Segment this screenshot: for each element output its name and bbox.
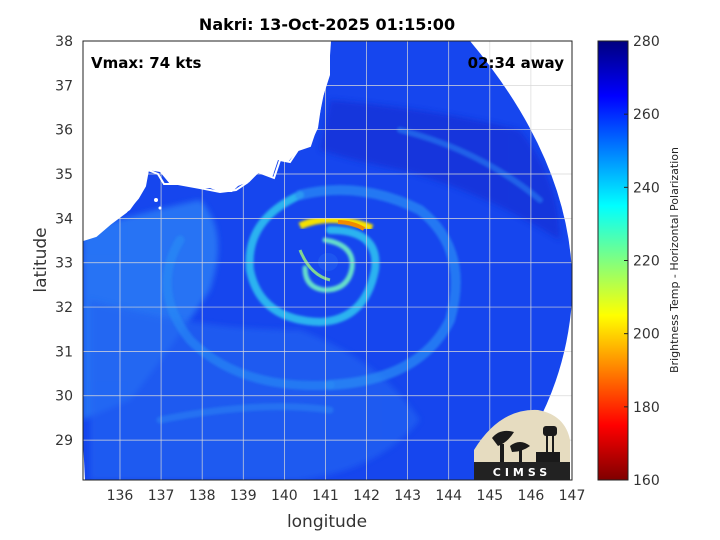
satellite-dish-icon [492, 430, 514, 446]
x-tick-label: 141 [312, 488, 339, 504]
x-tick-label: 145 [476, 488, 503, 504]
cimss-logo: CIMSS [474, 409, 570, 480]
land-mass [83, 41, 330, 240]
swath-cold-band [320, 100, 560, 240]
vmax-label: Vmax: 74 kts [91, 54, 201, 72]
colorbar-gradient [597, 40, 629, 481]
island [158, 206, 162, 210]
x-tick-label: 136 [107, 488, 134, 504]
colorbar-tick-label: 240 [633, 180, 660, 196]
y-tick-label: 37 [55, 78, 73, 94]
y-tick-label: 31 [55, 344, 73, 360]
x-tick-label: 146 [518, 488, 545, 504]
x-tick-label: 139 [230, 488, 257, 504]
figure-title: Nakri: 13-Oct-2025 01:15:00 [199, 15, 455, 34]
island [154, 198, 158, 202]
x-axis-ticks: 136 137 138 139 140 141 142 143 144 145 146 147 [107, 488, 586, 504]
water-tower-icon [543, 426, 557, 436]
colorbar-tick-label: 200 [633, 327, 660, 343]
colorbar-ticks: 160 180 200 220 240 260 280 [624, 34, 660, 489]
logo-text: CIMSS [493, 466, 551, 479]
colorbar-tick-label: 260 [633, 107, 660, 123]
colorbar-tick-label: 280 [633, 34, 660, 50]
y-tick-label: 36 [55, 123, 73, 139]
y-axis-label: latitude [31, 227, 51, 292]
x-tick-label: 147 [559, 488, 586, 504]
y-tick-label: 29 [55, 433, 73, 449]
x-tick-label: 143 [394, 488, 421, 504]
colorbar-tick-label: 220 [633, 254, 660, 270]
y-axis-ticks: 29 30 31 32 33 34 35 36 37 38 [55, 34, 73, 449]
colorbar-tick-label: 180 [633, 400, 660, 416]
y-tick-label: 35 [55, 167, 73, 183]
x-tick-label: 144 [435, 488, 462, 504]
eyewall-hot-core [337, 220, 366, 231]
plot-frame [82, 40, 573, 481]
y-tick-label: 32 [55, 300, 73, 316]
x-tick-label: 138 [189, 488, 216, 504]
storm-eye [318, 253, 338, 271]
x-tick-label: 142 [353, 488, 380, 504]
eyewall-south [298, 249, 331, 282]
x-tick-label: 137 [148, 488, 175, 504]
colorbar: 160 180 200 220 240 260 280 Brightness Temp - … [597, 34, 681, 489]
eyewall-warm-arc [298, 215, 374, 232]
colorbar-tick-label: 160 [633, 473, 660, 489]
x-axis-label: longitude [287, 512, 367, 532]
y-tick-label: 34 [55, 211, 73, 227]
y-tick-label: 30 [55, 389, 73, 405]
x-tick-label: 140 [271, 488, 298, 504]
colorbar-label: Brightness Temp - Horizontal Polarizatio… [668, 147, 681, 373]
y-tick-label: 33 [55, 256, 73, 272]
swath-ocean-warm-region-2 [90, 300, 420, 480]
y-tick-label: 38 [55, 34, 73, 50]
time-away-label: 02:34 away [468, 54, 565, 72]
spiral-bands [156, 127, 543, 424]
coastline [83, 41, 331, 241]
map-plot-area [82, 40, 573, 481]
